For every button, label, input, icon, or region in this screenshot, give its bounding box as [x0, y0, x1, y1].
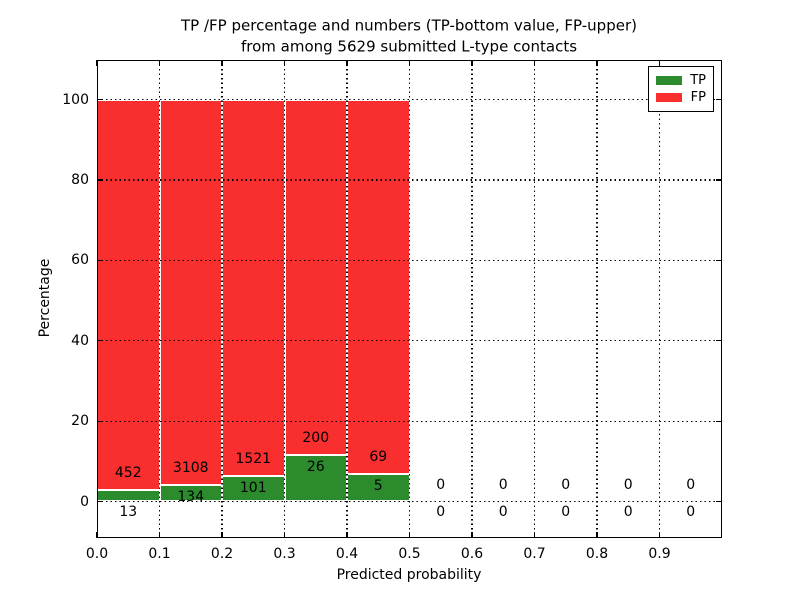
x-tick-label: 0.4	[335, 546, 359, 562]
legend-label-fp: FP	[690, 90, 706, 106]
y-tick	[716, 179, 722, 181]
x-tick-label: 0.3	[273, 546, 296, 562]
x-gridline	[346, 60, 348, 538]
x-tick	[658, 60, 661, 66]
fp-count-label: 200	[302, 430, 330, 447]
x-tick	[346, 60, 348, 66]
tp-count-label: 26	[306, 459, 325, 476]
x-gridline	[533, 60, 536, 538]
y-tick	[97, 98, 103, 101]
y-tick	[97, 340, 103, 342]
x-tick	[283, 532, 286, 538]
x-gridline	[408, 60, 411, 538]
y-tick	[97, 259, 103, 261]
tp-swatch-icon	[656, 75, 682, 85]
x-tick	[96, 60, 98, 66]
x-tick-label: 0.7	[523, 546, 546, 562]
x-tick	[596, 532, 598, 538]
tp-count-label: 101	[239, 480, 267, 497]
x-tick-label: 0.9	[648, 546, 671, 562]
fp-bar-segment	[284, 99, 347, 456]
x-axis-label: Predicted probability	[336, 567, 482, 583]
fp-count-label: 452	[114, 465, 142, 482]
x-tick	[221, 60, 223, 66]
x-tick	[471, 532, 473, 538]
x-tick	[158, 60, 161, 66]
y-tick	[716, 340, 722, 342]
y-tick	[97, 420, 103, 422]
fp-count-label: 1521	[235, 451, 272, 468]
y-tick	[716, 98, 722, 101]
fp-count-label: 0	[436, 476, 446, 493]
fp-count-label: 0	[623, 476, 633, 493]
tp-count-label: 13	[119, 504, 138, 520]
x-tick	[533, 60, 536, 66]
fp-count-label: 69	[369, 449, 388, 466]
fp-swatch-icon	[656, 93, 682, 103]
x-tick	[471, 60, 473, 66]
y-tick-label: 20	[71, 413, 89, 430]
x-tick	[533, 532, 536, 538]
x-gridline	[596, 60, 598, 538]
x-gridline	[158, 60, 161, 538]
y-tick-label: 80	[71, 171, 89, 188]
x-tick-label: 0.1	[148, 546, 171, 562]
x-tick	[221, 532, 223, 538]
x-tick	[596, 60, 598, 66]
y-tick-label: 40	[71, 332, 89, 349]
legend-row-tp: TP	[656, 74, 706, 87]
y-tick	[97, 179, 103, 181]
tp-count-label: 5	[373, 478, 383, 495]
x-tick	[408, 532, 411, 538]
x-gridline	[283, 60, 286, 538]
x-tick	[283, 60, 286, 66]
tp-bar-segment	[97, 490, 160, 502]
fp-bar-segment	[97, 99, 160, 491]
y-tick-label: 100	[62, 91, 89, 108]
y-tick	[716, 259, 722, 261]
legend: TP FP	[648, 66, 714, 112]
tp-bar-segment	[284, 455, 347, 502]
tp-count-label: 0	[561, 504, 571, 520]
chart-title-line2: from among 5629 submitted L-type contact…	[240, 37, 578, 56]
y-axis-label: Percentage	[37, 258, 53, 338]
x-tick-label: 0.6	[460, 546, 484, 562]
tp-count-label: 0	[436, 504, 446, 520]
fp-count-label: 0	[498, 476, 508, 493]
fp-count-label: 0	[686, 476, 696, 493]
x-tick	[158, 532, 161, 538]
x-gridline	[658, 60, 661, 538]
x-gridline	[221, 60, 223, 538]
x-tick	[408, 60, 411, 66]
fp-bar-segment	[347, 99, 410, 475]
fp-bar-segment	[222, 99, 285, 477]
y-tick	[716, 420, 722, 422]
tp-count-label: 0	[686, 504, 696, 520]
x-gridline	[471, 60, 473, 538]
y-tick-label: 0	[80, 493, 89, 510]
x-tick	[346, 532, 348, 538]
x-tick-label: 0.5	[398, 546, 421, 562]
x-tick-label: 0.8	[585, 546, 609, 562]
x-tick	[96, 532, 98, 538]
fp-count-label: 0	[561, 476, 571, 493]
fp-count-label: 3108	[172, 459, 209, 476]
tp-count-label: 0	[498, 504, 508, 520]
legend-label-tp: TP	[690, 72, 706, 88]
y-tick-label: 60	[71, 252, 89, 269]
chart-title-line1: TP /FP percentage and numbers (TP-bottom…	[181, 16, 637, 35]
y-tick	[97, 500, 103, 503]
x-tick-label: 0.2	[210, 546, 234, 562]
tp-count-label: 0	[623, 504, 633, 520]
x-tick-label: 0.0	[85, 546, 109, 562]
y-tick	[716, 500, 722, 503]
tp-count-label: 134	[177, 488, 205, 505]
x-tick	[658, 532, 661, 538]
fp-bar-segment	[159, 99, 222, 485]
plot-area: 0.0 0.1 0.2 0.3 0.4 0.5 0.6 0.7 0.8 0.9 0 20 40 60 80 1…	[62, 60, 722, 561]
legend-row-fp: FP	[656, 91, 706, 104]
